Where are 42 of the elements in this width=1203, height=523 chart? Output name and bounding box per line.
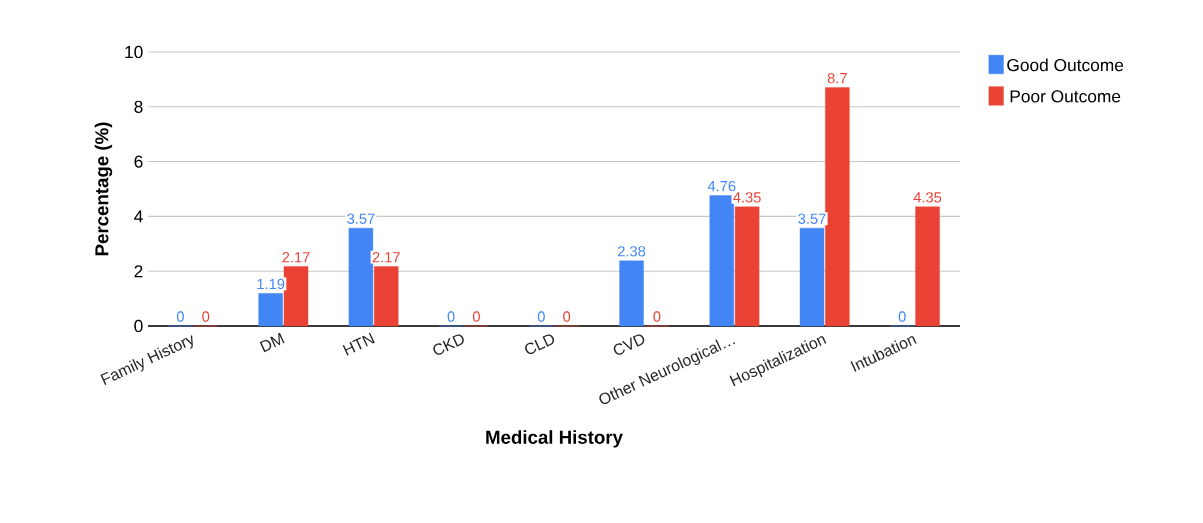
legend-label: Good Outcome xyxy=(1007,58,1124,72)
data-label: 0 xyxy=(653,311,661,322)
data-label: 1.19 xyxy=(257,278,285,290)
x-tick-label: CLD xyxy=(525,334,555,355)
bar xyxy=(915,206,940,327)
y-axis-title: Percentage (%) xyxy=(94,122,113,256)
bar xyxy=(258,293,283,327)
data-label: 4.76 xyxy=(707,180,736,192)
data-label: 2.17 xyxy=(282,252,310,263)
y-tick-label: 0 xyxy=(134,319,143,333)
data-label: 4.35 xyxy=(913,192,942,203)
bar xyxy=(619,260,644,327)
data-label: 0 xyxy=(202,311,210,322)
bar xyxy=(799,227,825,327)
bar xyxy=(734,206,760,327)
data-label: 8.7 xyxy=(827,72,847,84)
y-tick-label: 8 xyxy=(134,100,143,113)
data-label: 3.57 xyxy=(798,213,826,224)
bar xyxy=(348,227,374,327)
legend-label: Poor Outcome xyxy=(1010,90,1121,103)
data-label: 4.35 xyxy=(733,192,761,203)
y-tick-label: 2 xyxy=(134,265,143,278)
data-label: 0 xyxy=(447,311,455,322)
data-label: 3.57 xyxy=(347,213,375,224)
y-tick-label: 4 xyxy=(134,210,143,223)
x-tick-label: HTN xyxy=(342,332,375,356)
data-label: 2.38 xyxy=(618,246,646,257)
bar xyxy=(825,87,850,327)
data-label: 0 xyxy=(563,311,571,322)
data-label: 0 xyxy=(176,311,184,322)
x-tick-label: CKD xyxy=(433,334,464,355)
bar xyxy=(283,266,309,327)
data-label: 0 xyxy=(537,311,545,322)
y-tick-label: 6 xyxy=(134,155,143,168)
data-label: 0 xyxy=(898,311,906,322)
x-axis-title: Medical History xyxy=(486,430,623,448)
data-label: 0 xyxy=(472,311,480,322)
data-label: 2.17 xyxy=(372,252,400,263)
bar xyxy=(374,266,399,327)
y-tick-label: 10 xyxy=(125,45,143,59)
bar xyxy=(709,195,734,327)
x-tick-label: DM xyxy=(259,332,285,353)
